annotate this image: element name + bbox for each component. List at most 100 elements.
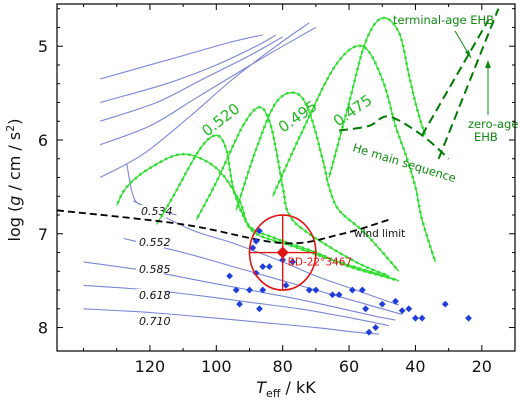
x-tick-label: 80 [273, 357, 293, 376]
post-ehb-track-dot [371, 56, 375, 60]
post-ehb-track-dot [261, 235, 265, 239]
post-ehb-track-dot [307, 248, 310, 252]
star-point-27 [358, 286, 366, 294]
post-ehb-track-dot [331, 160, 335, 164]
post-ehb-track-dot [273, 142, 277, 146]
post-ehb-track-dot [318, 148, 322, 152]
post-ehb-track-dot [352, 222, 356, 226]
post-ehb-track-dot [290, 244, 293, 248]
post-ehb-track-dot [226, 155, 230, 159]
x-axis-title: Teff / kK [256, 378, 316, 400]
post-ehb-track-dot [364, 46, 367, 50]
post-ehb-track-dot [320, 87, 324, 91]
post-ehb-track-dot [335, 61, 339, 65]
post-ehb-track-dot [202, 142, 206, 145]
target-label: BD-22°3467 [288, 257, 352, 269]
post-ehb-track-dot [327, 183, 330, 187]
post-ehb-track-dot [163, 209, 167, 213]
post-ehb-track-dot [305, 120, 309, 124]
post-ehb-track-dot [371, 268, 375, 272]
post-ehb-track-dot [404, 56, 407, 59]
post-ehb-track-dot [267, 114, 271, 118]
post-ehb-track-dot [300, 131, 304, 135]
post-ehb-track-dot [342, 120, 346, 123]
post-ehb-track-dot [334, 149, 338, 152]
x-axis-title-unit: / kK [280, 378, 316, 397]
post-ehb-track-dot [250, 159, 254, 163]
post-ehb-track-dot [292, 147, 296, 151]
wind-limit-layer [56, 209, 390, 245]
he-main-sequence-label: He main sequence [351, 140, 458, 185]
post-ehb-track-dot [229, 174, 233, 178]
post-ehb-track-dot [432, 256, 436, 260]
post-ehb-track-dot [376, 67, 380, 70]
post-ehb-track-dot [418, 210, 422, 214]
post-ehb-track-dot [339, 210, 342, 214]
post-ehb-track-dot [219, 172, 222, 176]
post-ehb-track-dot [415, 193, 419, 196]
post-ehb-track-dot [231, 144, 235, 148]
post-ehb-track-dot [202, 204, 206, 208]
post-ehb-track-dot [352, 265, 356, 269]
post-ehb-track-dot [291, 91, 295, 94]
post-ehb-track-dot [205, 199, 209, 202]
post-ehb-track-dot [355, 261, 359, 264]
star-point-14 [256, 305, 263, 313]
post-ehb-track-dot [280, 94, 284, 98]
post-ehb-track-dot [417, 204, 421, 208]
post-ehb-track-dot [207, 137, 210, 141]
post-ehb-track-dot [419, 120, 423, 124]
post-ehb-track-dot [254, 148, 258, 151]
post-ehb-track-dot [280, 174, 284, 178]
post-ehb-track-dot [312, 125, 316, 129]
post-ehb-track-dot [374, 61, 377, 65]
post-ehb-track-dot [334, 249, 338, 253]
post-ehb-track-dot [299, 226, 303, 230]
star-point-0 [256, 227, 263, 235]
post-ehb-track-dot [208, 193, 212, 197]
post-ehb-track-dot [341, 261, 344, 265]
post-ehb-track-dot [412, 181, 416, 185]
post-ehb-track-dot [181, 177, 184, 181]
target-star-layer: BD-22°3467 [248, 214, 352, 291]
post-ehb-track-dot [267, 119, 271, 123]
post-ehb-track-dot [199, 157, 203, 160]
star-point-20 [362, 305, 370, 313]
post-ehb-track-dot [386, 95, 390, 99]
post-ehb-track-dot [287, 158, 291, 162]
post-ehb-track-dot [283, 201, 287, 205]
post-ehb-track-dot [267, 237, 270, 241]
y-axis-title-superscript: 2 [4, 125, 17, 132]
sample-stars-layer [226, 227, 472, 336]
post-ehb-track-dot [212, 134, 215, 138]
post-ehb-track-dot [241, 187, 245, 191]
post-ehb-track-dot [286, 91, 289, 95]
post-ehb-track-dot [311, 119, 314, 123]
post-ehb-track-dot [209, 162, 213, 166]
post-ehb-track-dot [228, 150, 232, 154]
post-ehb-track-dot [348, 218, 351, 222]
target-marker [276, 246, 289, 259]
post-ehb-track-dot [119, 195, 123, 198]
post-ehb-track-dot [242, 211, 246, 215]
post-ehb-track-dot [318, 93, 321, 96]
axes-layer: 120 100 80 60 40 20 5 6 7 8 Teff / kK log (g / cm /… [4, 4, 515, 400]
post-ehb-track-dot [217, 134, 221, 138]
post-ehb-track-dot [186, 167, 190, 171]
post-ehb-track-dot [430, 250, 434, 254]
post-ehb-track-dot [417, 114, 421, 118]
post-ehb-track-dot [246, 170, 250, 174]
post-ehb-track-dot [221, 139, 225, 143]
post-ehb-track-dot [187, 153, 191, 157]
post-ehb-track-dot [221, 166, 225, 170]
post-ehb-track-dot [350, 258, 353, 262]
post-ehb-track-dot [239, 128, 243, 132]
post-ehb-track-dot [416, 198, 420, 202]
post-ehb-track-dot [122, 189, 125, 193]
post-ehb-track-dot [358, 267, 362, 270]
x-tick-label: 20 [472, 357, 492, 376]
track-layer: 0.534 0.552 0.585 0.618 0.710 0.520 0.495 0.475 [83, 8, 500, 335]
zero-age-ehb-label-line2: EHB [474, 130, 498, 144]
post-ehb-track-dot [274, 148, 278, 152]
post-ehb-track-dot [178, 183, 182, 187]
